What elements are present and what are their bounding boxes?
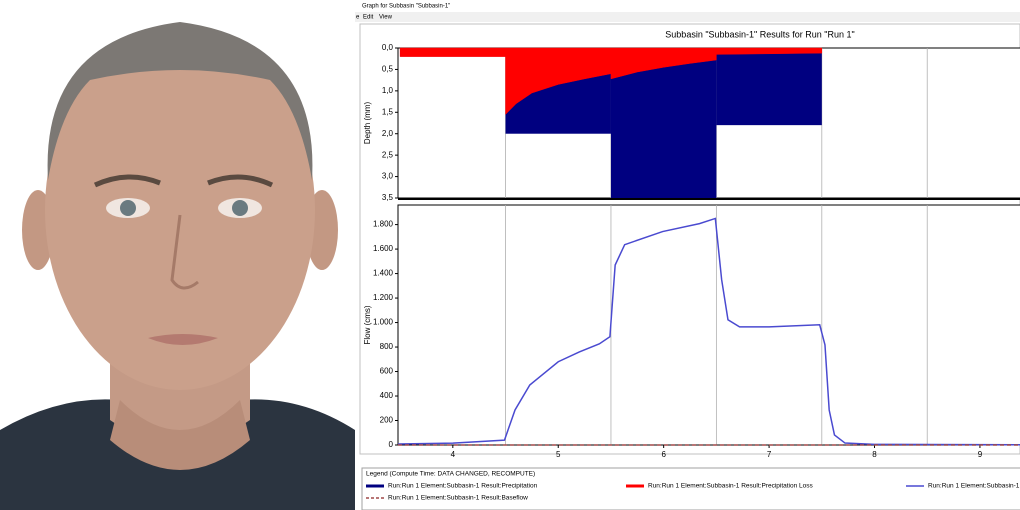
portrait-photo [0, 0, 355, 510]
y-tick-label: 0 [389, 440, 394, 449]
plot-marks [399, 47, 823, 198]
y-axis-label: Flow (cms) [363, 305, 372, 344]
y-tick-label: 800 [380, 342, 394, 351]
y-tick-label: 200 [380, 416, 394, 425]
y-tick-label: 2,5 [382, 150, 394, 159]
y-tick-label: 3,5 [382, 193, 394, 202]
y-axis-label: Depth (mm) [363, 102, 372, 145]
plot-marks [397, 217, 1020, 446]
area [399, 47, 823, 116]
y-tick-label: 1,5 [382, 107, 394, 116]
x-tick-label: 9 [978, 450, 983, 459]
y-tick-label: 1.400 [373, 269, 394, 278]
menu-item[interactable]: View [379, 15, 393, 21]
y-tick-label: 1.200 [373, 293, 394, 302]
line [397, 217, 1020, 446]
x-tick-label: 4 [451, 450, 456, 459]
x-tick-label: 8 [872, 450, 877, 459]
legend: Run:Run 1 Element:Subbasin-1 Result:Prec… [366, 483, 1020, 502]
y-tick-label: 600 [380, 367, 394, 376]
x-tick-label: 6 [661, 450, 666, 459]
chart-title: Subbasin "Subbasin-1" Results for Run "R… [665, 29, 854, 39]
menu-item[interactable]: e [356, 15, 360, 21]
y-tick-label: 1.600 [373, 244, 394, 253]
legend-box [361, 467, 1020, 510]
x-tick-label: 7 [767, 450, 772, 459]
menu-item[interactable]: Edit [363, 15, 374, 21]
y-tick-label: 0,0 [382, 43, 394, 52]
legend-label: Run:Run 1 Element:Subbasin-1 Result:Prec… [648, 483, 814, 490]
menu-bar [355, 12, 1020, 22]
title-bar [355, 0, 1020, 12]
x-tick-label: 5 [556, 450, 561, 459]
y-tick-label: 1.000 [373, 318, 394, 327]
y-tick-label: 1.800 [373, 220, 394, 229]
plot-area [397, 204, 1020, 446]
window-title: Graph for Subbasin "Subbasin-1" [362, 4, 450, 10]
y-tick-label: 400 [380, 391, 394, 400]
legend-label: Run:Run 1 Element:Subbasin-1 Result:Base… [388, 495, 528, 502]
y-tick-label: 3,0 [382, 172, 394, 181]
bar [716, 48, 822, 126]
y-tick-label: 1,0 [382, 86, 394, 95]
legend-label: Run:Run 1 Element:Subbasin-1 Result:Outf… [928, 483, 1020, 490]
legend-title: Legend (Compute Time: DATA CHANGED, RECO… [366, 471, 535, 478]
legend-label: Run:Run 1 Element:Subbasin-1 Result:Prec… [388, 483, 538, 490]
y-tick-label: 0,5 [382, 65, 394, 74]
y-tick-label: 2,0 [382, 129, 394, 138]
